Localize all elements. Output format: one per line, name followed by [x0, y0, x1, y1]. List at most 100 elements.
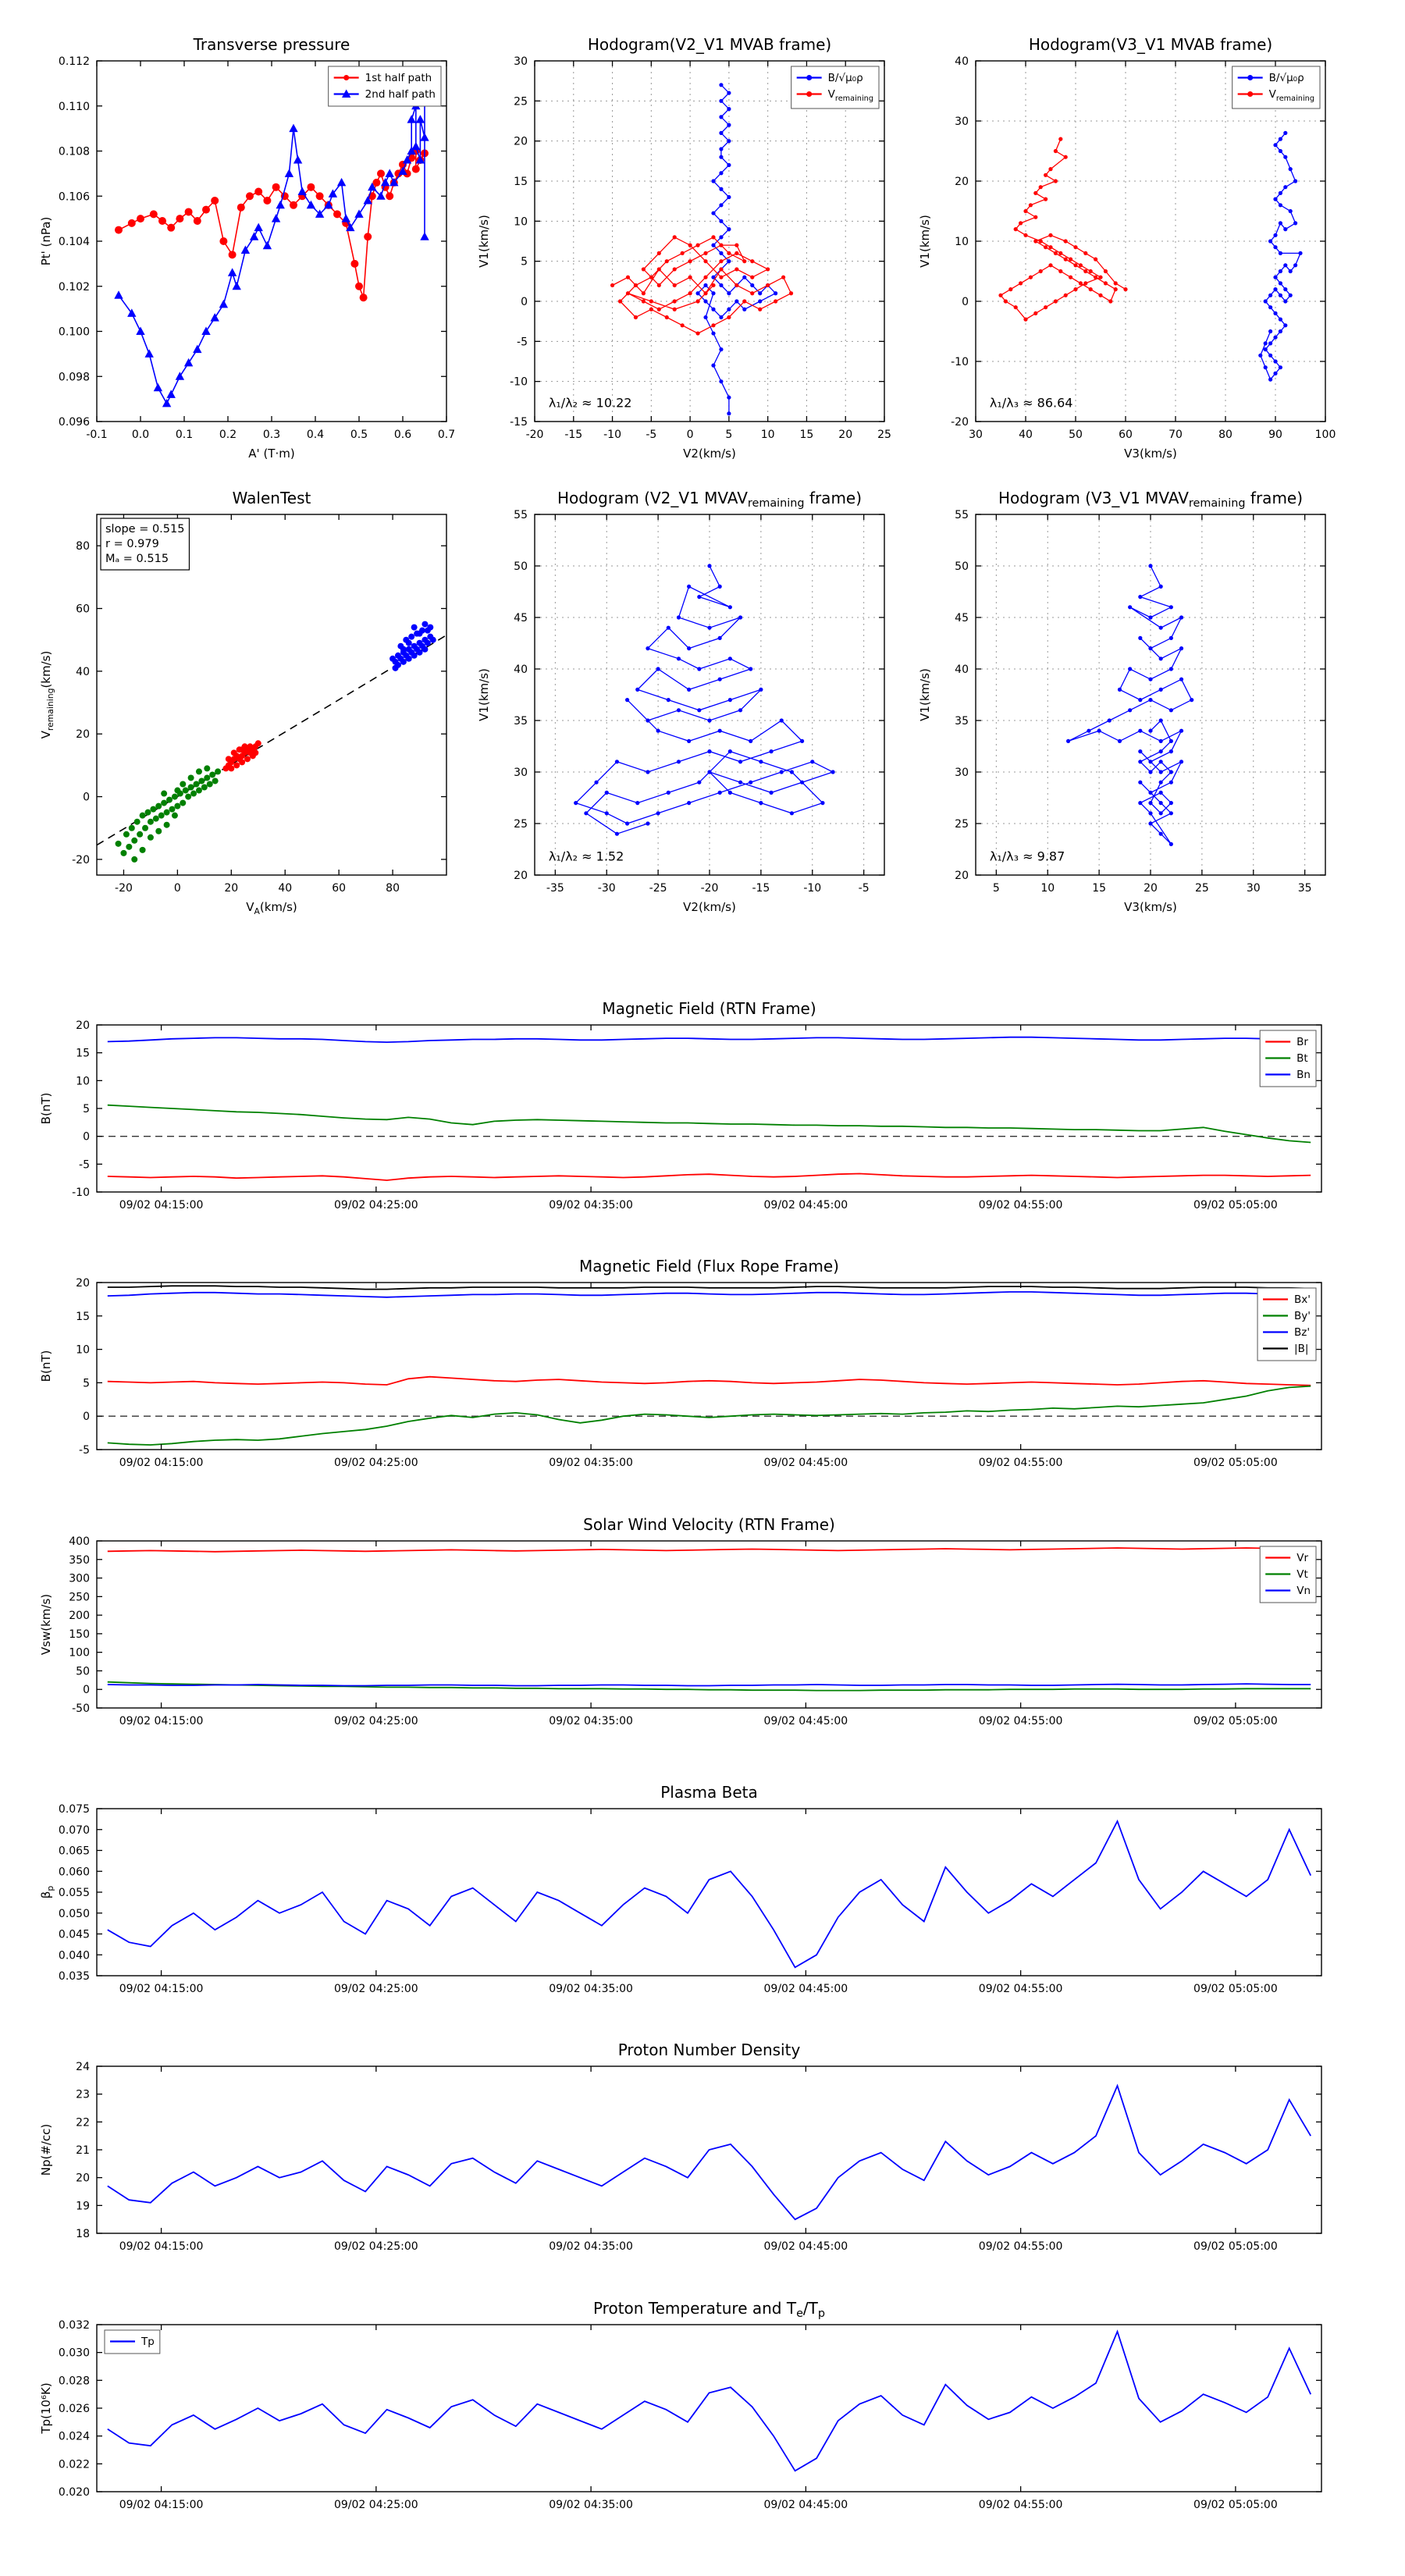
- svg-text:09/02 04:15:00: 09/02 04:15:00: [119, 1199, 204, 1212]
- svg-text:20: 20: [514, 136, 528, 148]
- svg-text:1st half path: 1st half path: [365, 72, 432, 84]
- svg-text:50: 50: [955, 560, 969, 573]
- svg-text:VA(km/s): VA(km/s): [246, 900, 297, 916]
- svg-text:09/02 05:05:00: 09/02 05:05:00: [1193, 2499, 1278, 2511]
- svg-text:0.112: 0.112: [59, 55, 90, 68]
- svg-text:09/02 04:45:00: 09/02 04:45:00: [764, 2240, 848, 2253]
- panel-hodogram-v2v1-mvab: -20 -15 -10 -5 0 5 10 15 20 25 -15 -10 -5 0 5 10 15 20 25 3…: [474, 28, 895, 465]
- svg-text:09/02 04:15:00: 09/02 04:15:00: [119, 2240, 204, 2253]
- svg-text:λ₁/λ₃ ≈ 9.87: λ₁/λ₃ ≈ 9.87: [990, 849, 1065, 864]
- svg-text:0.5: 0.5: [350, 429, 368, 441]
- svg-text:0.040: 0.040: [59, 1949, 90, 1962]
- svg-text:40: 40: [76, 666, 90, 678]
- svg-text:400: 400: [69, 1535, 90, 1548]
- svg-text:15: 15: [76, 1048, 90, 1060]
- svg-text:-5: -5: [79, 1158, 90, 1171]
- svg-text:0.075: 0.075: [59, 1803, 90, 1816]
- panel-proton-number-density: 09/02 04:15:00 09/02 04:25:00 09/02 04:35:…: [36, 2038, 1332, 2266]
- svg-text:Solar Wind Velocity (RTN Frame: Solar Wind Velocity (RTN Frame): [583, 1515, 835, 1534]
- svg-text:22: 22: [76, 2116, 90, 2129]
- svg-text:Vt: Vt: [1297, 1568, 1308, 1581]
- svg-text:5: 5: [993, 882, 1000, 895]
- svg-text:0: 0: [83, 1411, 90, 1423]
- svg-text:-10: -10: [510, 376, 528, 389]
- svg-text:0: 0: [962, 296, 969, 308]
- svg-text:λ₁/λ₂ ≈ 1.52: λ₁/λ₂ ≈ 1.52: [549, 849, 624, 864]
- svg-text:Hodogram (V3_V1 MVAVremaining: Hodogram (V3_V1 MVAVremaining frame): [998, 489, 1303, 510]
- svg-text:0.065: 0.065: [59, 1845, 90, 1858]
- svg-text:Transverse pressure: Transverse pressure: [193, 35, 350, 54]
- svg-text:Bt: Bt: [1297, 1052, 1308, 1065]
- svg-text:-15: -15: [752, 882, 770, 895]
- svg-text:19: 19: [76, 2200, 90, 2212]
- svg-text:09/02 04:25:00: 09/02 04:25:00: [334, 1715, 418, 1727]
- svg-text:B/√μ₀ρ: B/√μ₀ρ: [828, 72, 863, 84]
- svg-text:09/02 04:35:00: 09/02 04:35:00: [549, 2240, 633, 2253]
- svg-text:80: 80: [76, 540, 90, 553]
- svg-text:0.098: 0.098: [59, 371, 90, 383]
- svg-text:slope = 0.515: slope = 0.515: [105, 523, 184, 535]
- svg-text:-15: -15: [564, 429, 582, 441]
- svg-text:45: 45: [514, 612, 528, 624]
- svg-text:09/02 04:15:00: 09/02 04:15:00: [119, 1457, 204, 1469]
- panel-hodogram-v3v1-mvab: 30 40 50 60 70 80 90 100 -20 -10 0 10 20 30 40 Hodogram…: [915, 28, 1336, 465]
- svg-text:09/02 04:35:00: 09/02 04:35:00: [549, 1457, 633, 1469]
- panel-transverse-pressure: -0.1 0.0 0.1 0.2 0.3 0.4 0.5 0.6 0.7 0.096 0.098 0.…: [36, 28, 457, 465]
- svg-text:20: 20: [76, 1277, 90, 1290]
- svg-text:40: 40: [514, 664, 528, 676]
- svg-text:350: 350: [69, 1554, 90, 1567]
- svg-text:V2(km/s): V2(km/s): [683, 900, 736, 914]
- svg-text:0.4: 0.4: [307, 429, 324, 441]
- panel-walen-test: -20 0 20 40 60 80 -20 0 20 40 60 80 WalenTest VA(km/s…: [36, 482, 457, 919]
- svg-text:Hodogram (V2_V1 MVAVremaining: Hodogram (V2_V1 MVAVremaining frame): [557, 489, 862, 510]
- svg-text:50: 50: [1069, 429, 1083, 441]
- svg-text:20: 20: [76, 2172, 90, 2185]
- svg-text:-20: -20: [526, 429, 544, 441]
- svg-text:Bz': Bz': [1294, 1326, 1310, 1339]
- svg-text:09/02 04:25:00: 09/02 04:25:00: [334, 1983, 418, 1995]
- svg-text:0.030: 0.030: [59, 2347, 90, 2360]
- svg-text:150: 150: [69, 1628, 90, 1641]
- svg-text:V3(km/s): V3(km/s): [1124, 447, 1177, 461]
- svg-text:20: 20: [838, 429, 852, 441]
- svg-text:Hodogram(V3_V1 MVAB frame): Hodogram(V3_V1 MVAB frame): [1029, 35, 1272, 54]
- svg-text:λ₁/λ₃ ≈ 86.64: λ₁/λ₃ ≈ 86.64: [990, 396, 1073, 411]
- svg-text:0.032: 0.032: [59, 2319, 90, 2332]
- svg-text:09/02 04:25:00: 09/02 04:25:00: [334, 2499, 418, 2511]
- svg-text:100: 100: [69, 1647, 90, 1660]
- svg-text:35: 35: [955, 715, 969, 728]
- svg-text:09/02 04:35:00: 09/02 04:35:00: [549, 2499, 633, 2511]
- svg-text:Tp: Tp: [140, 2336, 155, 2348]
- svg-text:0.045: 0.045: [59, 1929, 90, 1941]
- svg-text:Vr: Vr: [1297, 1552, 1308, 1564]
- svg-text:-10: -10: [603, 429, 621, 441]
- svg-text:βp: βp: [39, 1886, 55, 1899]
- svg-text:20: 20: [955, 176, 969, 188]
- svg-text:20: 20: [224, 882, 238, 895]
- panel-magnetic-field-flux-rope: 09/02 04:15:00 09/02 04:25:00 09/02 04:35:…: [36, 1254, 1332, 1482]
- svg-text:09/02 04:45:00: 09/02 04:45:00: [764, 1983, 848, 1995]
- svg-text:0.024: 0.024: [59, 2431, 90, 2443]
- svg-text:15: 15: [514, 176, 528, 188]
- svg-text:09/02 04:45:00: 09/02 04:45:00: [764, 2499, 848, 2511]
- svg-text:0.096: 0.096: [59, 416, 90, 429]
- svg-text:r = 0.979: r = 0.979: [105, 538, 159, 550]
- svg-text:09/02 04:55:00: 09/02 04:55:00: [979, 1715, 1063, 1727]
- svg-text:0.050: 0.050: [59, 1908, 90, 1920]
- svg-text:40: 40: [278, 882, 292, 895]
- svg-text:30: 30: [1247, 882, 1261, 895]
- svg-text:0.3: 0.3: [263, 429, 280, 441]
- svg-text:0.055: 0.055: [59, 1887, 90, 1899]
- svg-text:V2(km/s): V2(km/s): [683, 447, 736, 461]
- svg-text:0.0: 0.0: [132, 429, 149, 441]
- svg-text:35: 35: [1298, 882, 1312, 895]
- svg-text:0.104: 0.104: [59, 236, 90, 248]
- svg-text:5: 5: [521, 256, 528, 269]
- svg-text:09/02 04:35:00: 09/02 04:35:00: [549, 1983, 633, 1995]
- svg-text:20: 20: [514, 870, 528, 882]
- svg-text:25: 25: [514, 818, 528, 831]
- svg-text:0.108: 0.108: [59, 146, 90, 158]
- svg-text:09/02 04:35:00: 09/02 04:35:00: [549, 1715, 633, 1727]
- svg-text:09/02 04:15:00: 09/02 04:15:00: [119, 2499, 204, 2511]
